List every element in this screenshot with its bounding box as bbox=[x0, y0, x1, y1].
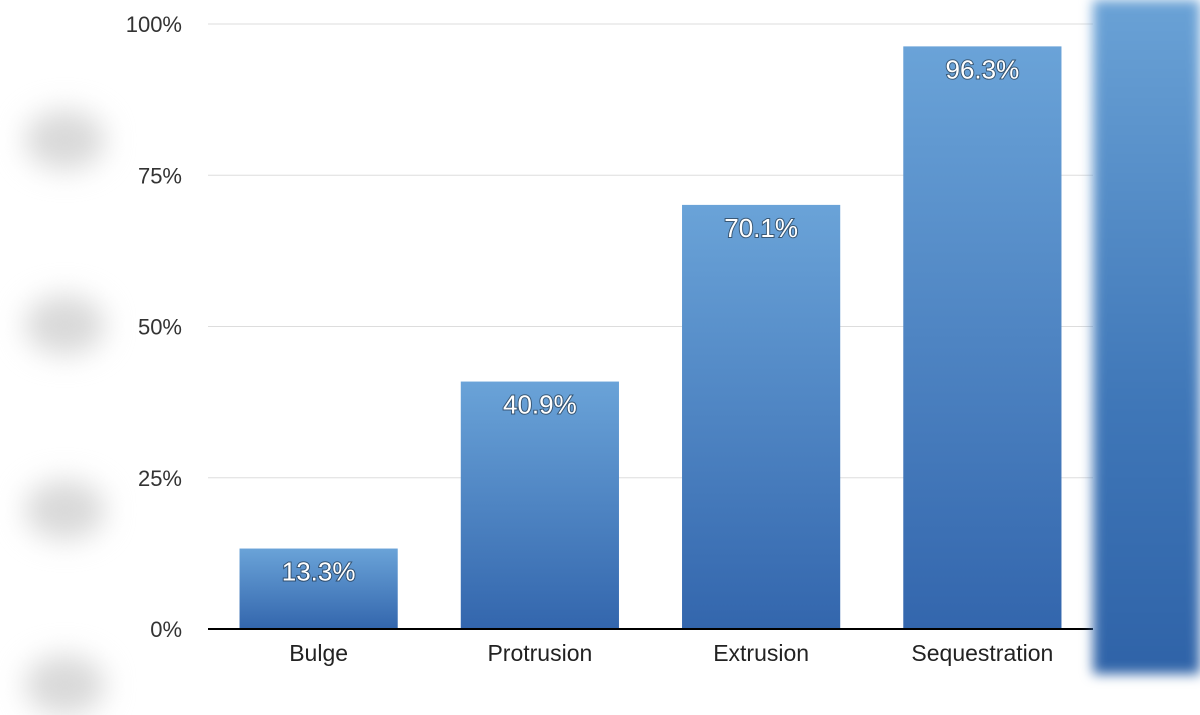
bar-bulge bbox=[239, 548, 398, 629]
bar-sequestration bbox=[903, 46, 1062, 629]
chart-area: 13.3% 40.9% 70.1% 96.3% 0% 25% 50% 75% 100% Bulg… bbox=[25, 0, 1200, 715]
blurred-left-shape bbox=[25, 295, 105, 355]
y-tick-label: 0% bbox=[150, 617, 182, 642]
x-category-label: Sequestration bbox=[911, 640, 1053, 666]
bar-value-label: 40.9% bbox=[503, 390, 577, 420]
x-category-label: Extrusion bbox=[713, 640, 809, 666]
blurred-left-shape bbox=[25, 110, 105, 170]
y-tick-label: 75% bbox=[138, 163, 182, 188]
blurred-right-strip bbox=[1093, 0, 1200, 674]
bar-value-label: 13.3% bbox=[282, 557, 356, 587]
bar-chart: 13.3% 40.9% 70.1% 96.3% 0% 25% 50% 75% 100% Bulg… bbox=[126, 12, 1093, 666]
y-tick-label: 100% bbox=[126, 12, 182, 37]
x-category-label: Bulge bbox=[289, 640, 348, 666]
x-category-label: Protrusion bbox=[487, 640, 592, 666]
y-tick-label: 25% bbox=[138, 466, 182, 491]
bar-protrusion bbox=[460, 381, 619, 629]
bar-value-label: 70.1% bbox=[724, 213, 798, 243]
blurred-left-shape bbox=[25, 480, 105, 540]
bar-extrusion bbox=[682, 204, 841, 629]
bar-value-label: 96.3% bbox=[946, 54, 1020, 84]
y-tick-label: 50% bbox=[138, 315, 182, 340]
